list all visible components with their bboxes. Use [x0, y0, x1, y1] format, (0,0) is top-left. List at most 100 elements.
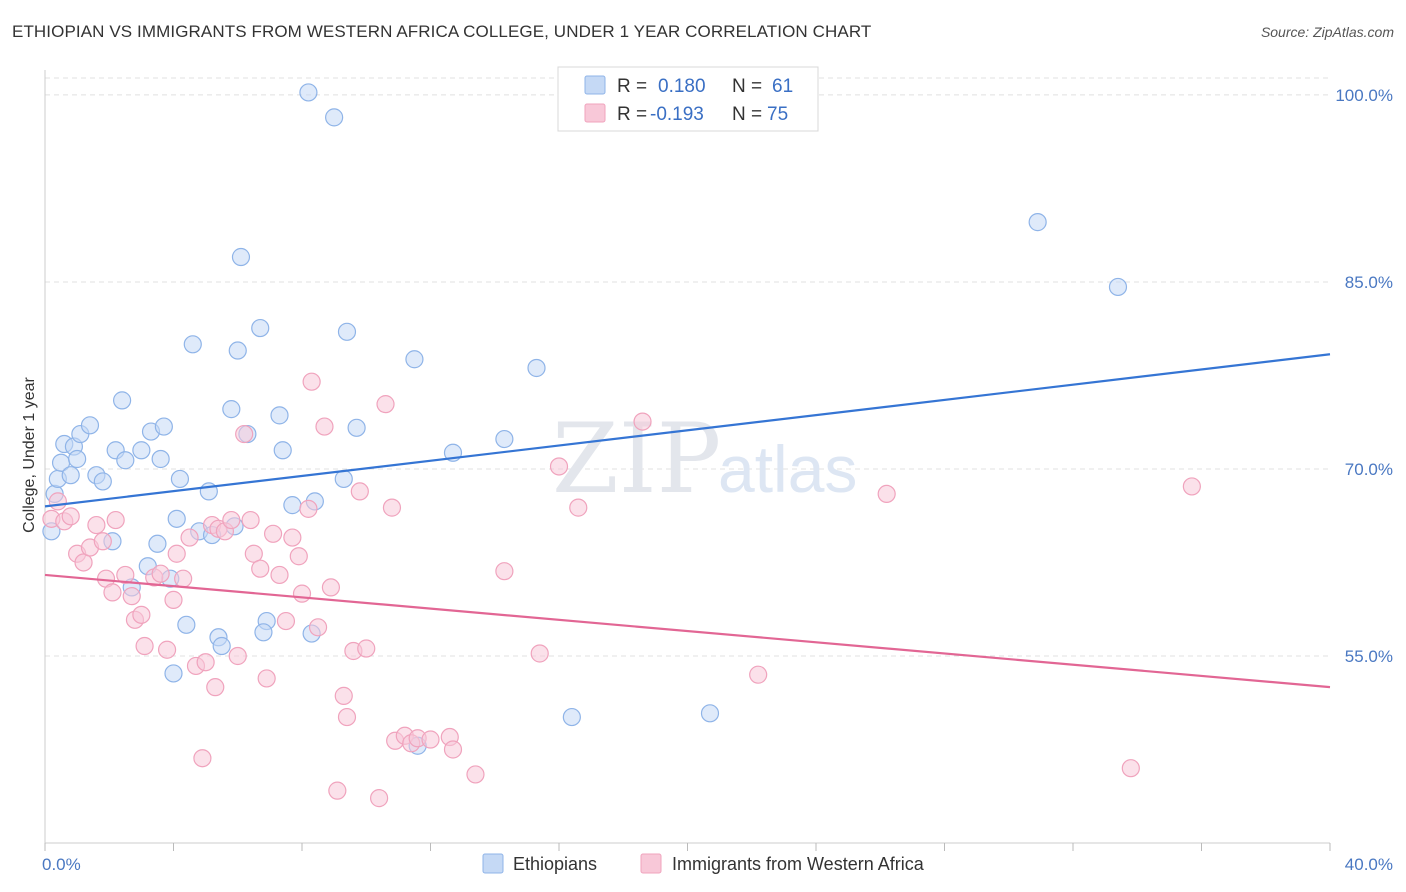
point-s1-5 [74, 553, 93, 572]
point-s1-51 [337, 707, 357, 727]
point-s1-1 [48, 492, 67, 511]
point-s1-34 [241, 510, 260, 530]
point-s1-26 [196, 653, 215, 672]
point-s0-32 [212, 636, 231, 656]
point-s0-43 [283, 496, 302, 515]
point-s1-65 [466, 765, 485, 784]
point-s1-7 [87, 515, 106, 535]
point-s1-66 [495, 562, 514, 581]
point-s1-28 [206, 678, 225, 697]
point-s1-68 [549, 457, 569, 476]
point-s1-45 [302, 372, 321, 391]
point-s0-11 [93, 472, 112, 491]
point-s1-12 [116, 565, 135, 585]
legend-r-value-1: 0.180 [658, 76, 706, 97]
y-tick-label-2: 85.0% [1345, 273, 1393, 292]
point-s1-15 [132, 605, 151, 624]
point-s0-24 [167, 509, 186, 528]
point-s0-58 [1028, 213, 1047, 232]
point-s0-5 [61, 466, 80, 485]
point-s0-54 [495, 429, 514, 449]
point-s1-50 [334, 686, 353, 705]
point-s0-51 [405, 350, 424, 369]
point-s0-41 [270, 406, 289, 425]
point-s0-15 [116, 451, 135, 470]
point-s0-38 [251, 318, 270, 338]
legend-swatch-ethiopians [584, 75, 606, 95]
point-s1-67 [530, 644, 549, 663]
point-s0-59 [1108, 277, 1128, 297]
legend-n-value-2: 75 [767, 104, 788, 125]
watermark-atlas: atlas [718, 432, 857, 506]
point-s0-21 [151, 449, 170, 469]
point-s1-70 [633, 412, 652, 431]
point-s0-57 [700, 704, 720, 723]
legend-r-label-1: R = [617, 76, 647, 97]
point-s1-32 [228, 646, 247, 666]
point-s1-62 [421, 730, 440, 749]
point-s1-43 [292, 584, 312, 603]
trend-line-s1 [44, 573, 1331, 689]
x-tick-label-0: 0.0% [42, 855, 81, 874]
point-s1-19 [157, 640, 177, 659]
point-s1-53 [350, 482, 369, 501]
legend-n-value-1: 61 [772, 76, 793, 97]
point-s0-14 [112, 391, 132, 410]
point-s1-74 [1182, 477, 1201, 496]
x-tick-labels: 0.0% 40.0% [42, 855, 1393, 874]
y-tick-label-1: 70.0% [1345, 460, 1393, 479]
point-s1-21 [167, 544, 186, 563]
point-s1-37 [257, 669, 276, 688]
point-s1-16 [135, 636, 154, 656]
point-s1-39 [270, 565, 289, 585]
stats-legend: R = 0.180 N = 61 R = -0.193 N = 75 [557, 66, 819, 132]
point-s1-54 [357, 639, 376, 658]
point-s1-56 [376, 395, 395, 414]
point-s0-35 [228, 341, 247, 360]
point-s1-46 [308, 618, 328, 637]
point-s1-57 [382, 498, 402, 517]
point-s1-3 [61, 507, 80, 526]
point-s1-33 [235, 424, 254, 444]
point-s1-11 [106, 510, 125, 530]
point-s1-49 [328, 781, 347, 800]
point-s0-60 [164, 664, 183, 683]
point-s0-20 [148, 534, 167, 553]
point-s1-10 [103, 583, 122, 602]
point-s1-47 [315, 417, 334, 436]
series-legend: Ethiopians Immigrants from Western Afric… [482, 853, 925, 874]
trend-line-s0 [44, 353, 1331, 508]
y-tick-label-3: 100.0% [1335, 86, 1393, 105]
point-s0-46 [299, 83, 318, 102]
point-s0-56 [562, 707, 581, 727]
x-ticks [44, 843, 1331, 851]
y-tick-label-0: 55.0% [1345, 647, 1393, 666]
point-s1-71 [749, 665, 768, 684]
point-s0-26 [177, 615, 196, 634]
point-s1-38 [263, 524, 283, 543]
point-s1-22 [174, 569, 193, 588]
point-s0-48 [337, 322, 357, 341]
point-s0-40 [254, 623, 273, 642]
point-s0-36 [231, 247, 251, 267]
point-s0-7 [68, 449, 87, 469]
legend-r-value-2: -0.193 [650, 104, 704, 125]
legend-n-label-2: N = [732, 104, 762, 125]
point-s0-25 [170, 469, 190, 489]
point-s1-64 [443, 740, 463, 759]
point-s1-31 [222, 510, 241, 530]
point-s1-48 [321, 578, 341, 597]
point-s1-8 [93, 532, 112, 551]
y-tick-labels: 55.0% 70.0% 85.0% 100.0% [1335, 86, 1393, 666]
legend-swatch-immigrants [584, 103, 606, 123]
point-s1-40 [276, 611, 296, 631]
point-s1-69 [569, 498, 588, 517]
data-points [42, 83, 1201, 808]
point-s1-73 [1121, 759, 1140, 778]
point-s0-27 [183, 335, 202, 354]
y-axis-title: College, Under 1 year [21, 377, 38, 533]
point-s1-25 [193, 749, 212, 768]
gridlines [45, 77, 1330, 657]
point-s0-22 [154, 417, 173, 436]
